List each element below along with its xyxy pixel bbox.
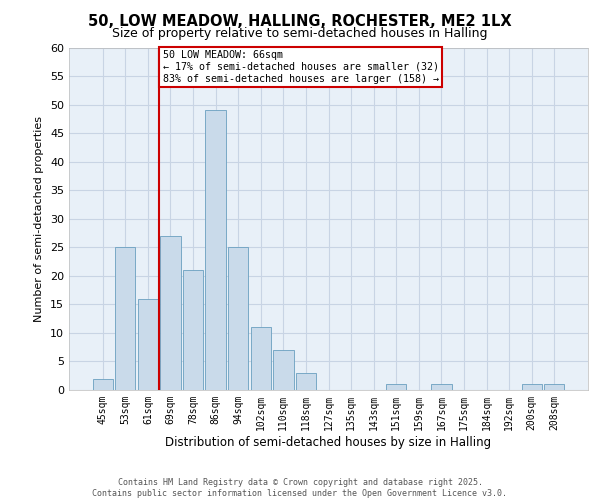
Bar: [115, 248, 136, 390]
Bar: [228, 248, 248, 390]
Bar: [92, 378, 113, 390]
Bar: [273, 350, 293, 390]
Bar: [183, 270, 203, 390]
Bar: [205, 110, 226, 390]
Bar: [160, 236, 181, 390]
Text: Size of property relative to semi-detached houses in Halling: Size of property relative to semi-detach…: [112, 28, 488, 40]
Bar: [296, 373, 316, 390]
Text: 50, LOW MEADOW, HALLING, ROCHESTER, ME2 1LX: 50, LOW MEADOW, HALLING, ROCHESTER, ME2 …: [88, 14, 512, 29]
Bar: [386, 384, 406, 390]
Bar: [431, 384, 452, 390]
Text: 50 LOW MEADOW: 66sqm
← 17% of semi-detached houses are smaller (32)
83% of semi-: 50 LOW MEADOW: 66sqm ← 17% of semi-detac…: [163, 50, 439, 84]
Y-axis label: Number of semi-detached properties: Number of semi-detached properties: [34, 116, 44, 322]
X-axis label: Distribution of semi-detached houses by size in Halling: Distribution of semi-detached houses by …: [166, 436, 491, 448]
Bar: [521, 384, 542, 390]
Text: Contains HM Land Registry data © Crown copyright and database right 2025.
Contai: Contains HM Land Registry data © Crown c…: [92, 478, 508, 498]
Bar: [544, 384, 565, 390]
Bar: [251, 327, 271, 390]
Bar: [138, 298, 158, 390]
